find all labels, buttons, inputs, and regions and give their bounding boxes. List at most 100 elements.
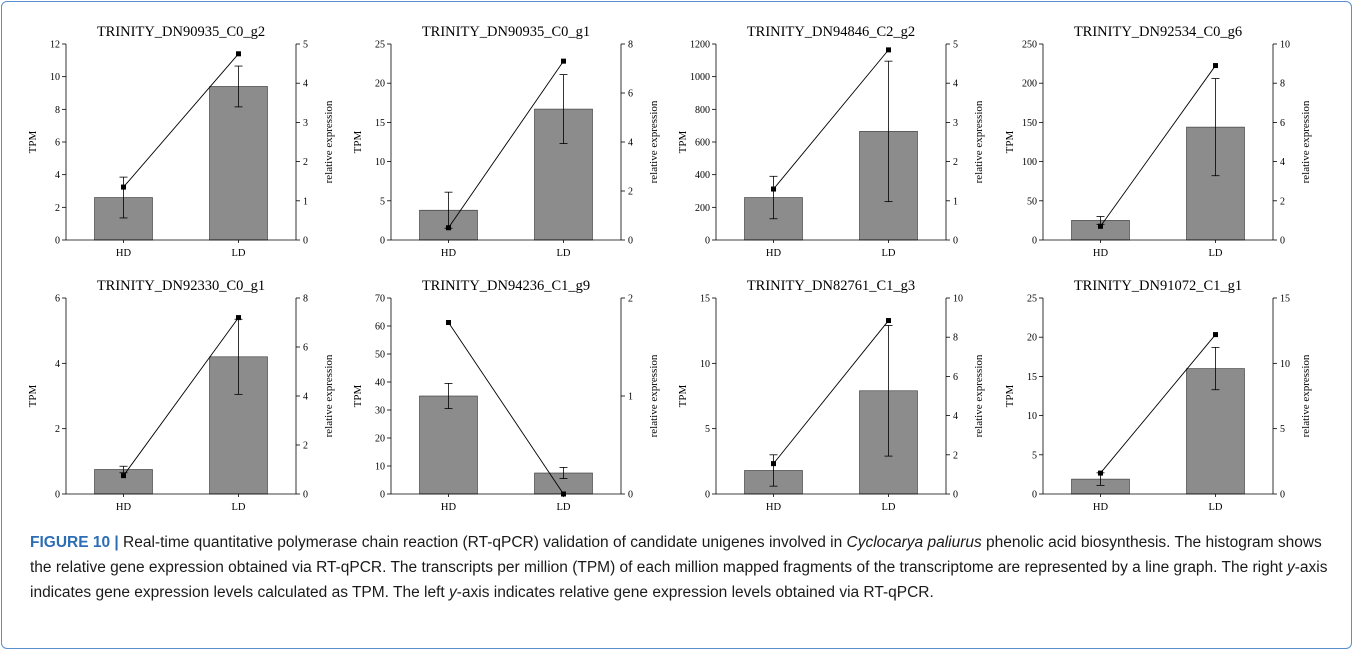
chart-7: TRINITY_DN82761_C1_g3 0 5 10 15 0 2 4 6 8 10 HD LD TP…: [677, 278, 985, 513]
y-tick-label: 8: [55, 105, 60, 116]
y-tick-label: 10: [50, 72, 60, 83]
y-tick-label: 15: [375, 118, 385, 129]
y2-tick-label: 0: [1280, 490, 1285, 501]
y-tick-label: 200: [695, 203, 710, 214]
x-tick-label: HD: [441, 502, 457, 513]
y-tick-label: 4: [55, 359, 60, 370]
line-point: [1098, 223, 1103, 229]
y-tick-label: 0: [55, 236, 60, 247]
y2-tick-label: 4: [953, 79, 958, 90]
y-tick-label: 15: [1027, 372, 1037, 383]
chart-6: TRINITY_DN94236_C1_g9 0 10 20 30 40 50 60 70 0 1 2 H…: [352, 278, 660, 513]
y2-tick-label: 3: [953, 118, 958, 129]
bar: [209, 86, 268, 241]
x-tick-label: LD: [882, 248, 896, 259]
line-point: [886, 47, 891, 53]
y-axis-title: TPM: [677, 384, 689, 407]
figure-label: FIGURE 10 |: [30, 534, 119, 551]
chart-4: TRINITY_DN92534_C0_g6 0 50 100 150 200 250 0 2 4 6…: [1004, 24, 1312, 259]
y-tick-label: 70: [375, 294, 385, 305]
y-tick-label: 4: [55, 170, 60, 181]
expression-line: [448, 60, 564, 229]
y2-tick-label: 2: [628, 187, 633, 198]
y2-axis-title: relative expression: [973, 100, 985, 183]
chart-title: TRINITY_DN90935_C0_g1: [422, 24, 590, 40]
line-point: [1098, 470, 1103, 476]
expression-line: [1100, 334, 1216, 474]
y2-tick-label: 8: [1280, 79, 1285, 90]
y-tick-label: 5: [705, 424, 710, 435]
y-tick-label: 10: [375, 462, 385, 473]
y2-tick-label: 4: [303, 79, 308, 90]
line-point: [121, 184, 126, 190]
chart-panel-2: TRINITY_DN90935_C0_g1 0 5 10 15 20 25 0 2 4 6 8 HD LD…: [352, 8, 683, 263]
chart-title: TRINITY_DN92534_C0_g6: [1074, 24, 1242, 40]
y2-tick-label: 5: [303, 40, 308, 51]
y-tick-label: 20: [375, 79, 385, 90]
chart-panel-4: TRINITY_DN92534_C0_g6 0 50 100 150 200 250 0 2 4 6…: [1004, 8, 1335, 263]
x-tick-label: HD: [116, 502, 132, 513]
y2-tick-label: 2: [303, 157, 308, 168]
x-tick-label: LD: [1209, 502, 1223, 513]
y-tick-label: 800: [695, 105, 710, 116]
y2-tick-label: 2: [953, 450, 958, 461]
line-point: [446, 225, 451, 231]
y-axis-title: TPM: [1004, 384, 1016, 407]
expression-line: [773, 320, 889, 464]
chart-panel-6: TRINITY_DN94236_C1_g9 0 10 20 30 40 50 60 70 0 1 2 H…: [352, 262, 683, 517]
y-tick-label: 10: [375, 157, 385, 168]
line-point: [236, 315, 241, 321]
y-tick-label: 20: [375, 434, 385, 445]
y2-tick-label: 4: [628, 138, 633, 149]
y-tick-label: 6: [55, 294, 60, 305]
y2-axis-title: relative expression: [323, 354, 335, 437]
y-tick-label: 0: [705, 236, 710, 247]
y2-axis-title: relative expression: [1300, 354, 1312, 437]
y2-tick-label: 0: [303, 236, 308, 247]
y-tick-label: 0: [380, 490, 385, 501]
y-tick-label: 60: [375, 322, 385, 333]
y2-tick-label: 2: [1280, 196, 1285, 207]
caption-text-3: -axis indicates gene expression levels c…: [30, 559, 1328, 601]
y2-axis-title: relative expression: [1300, 100, 1312, 183]
y2-tick-label: 0: [1280, 236, 1285, 247]
y-tick-label: 2: [55, 203, 60, 214]
expression-line: [448, 322, 564, 495]
y2-tick-label: 0: [303, 490, 308, 501]
y2-tick-label: 10: [1280, 40, 1290, 51]
expression-line: [123, 53, 239, 188]
y-tick-label: 6: [55, 138, 60, 149]
line-point: [886, 318, 891, 324]
line-point: [771, 461, 776, 467]
chart-2: TRINITY_DN90935_C0_g1 0 5 10 15 20 25 0 2 4 6 8 HD LD…: [352, 24, 660, 259]
y-tick-label: 200: [1022, 79, 1037, 90]
chart-title: TRINITY_DN82761_C1_g3: [747, 278, 915, 294]
x-tick-label: HD: [1093, 248, 1109, 259]
line-point: [1213, 332, 1218, 338]
y2-tick-label: 0: [628, 490, 633, 501]
y-axis-title: TPM: [352, 384, 364, 407]
x-tick-label: HD: [766, 248, 782, 259]
y2-tick-label: 2: [953, 157, 958, 168]
chart-grid: TRINITY_DN90935_C0_g2 0 2 4 6 8 10 12 0 1 2 3 4 5 HD LD…: [27, 8, 1335, 517]
line-point: [121, 473, 126, 479]
y2-tick-label: 8: [303, 294, 308, 305]
chart-5: TRINITY_DN92330_C0_g1 0 2 4 6 0 2 4 6 8 HD LD TPM rel…: [27, 278, 335, 513]
y-tick-label: 40: [375, 378, 385, 389]
y-tick-label: 150: [1022, 118, 1037, 129]
y2-tick-label: 6: [953, 372, 958, 383]
y-tick-label: 100: [1022, 157, 1037, 168]
line-point: [561, 58, 566, 64]
bar: [419, 395, 478, 495]
chart-panel-5: TRINITY_DN92330_C0_g1 0 2 4 6 0 2 4 6 8 HD LD TPM rel…: [27, 262, 358, 517]
x-tick-label: LD: [232, 248, 246, 259]
y-tick-label: 1000: [690, 72, 710, 83]
y2-tick-label: 1: [953, 196, 958, 207]
chart-panel-1: TRINITY_DN90935_C0_g2 0 2 4 6 8 10 12 0 1 2 3 4 5 HD LD…: [27, 8, 358, 263]
y-tick-label: 10: [700, 359, 710, 370]
y2-axis-title: relative expression: [973, 354, 985, 437]
expression-line: [1100, 65, 1216, 227]
y2-tick-label: 10: [1280, 359, 1290, 370]
chart-title: TRINITY_DN94846_C2_g2: [747, 24, 915, 40]
chart-panel-7: TRINITY_DN82761_C1_g3 0 5 10 15 0 2 4 6 8 10 HD LD TP…: [677, 262, 1008, 517]
